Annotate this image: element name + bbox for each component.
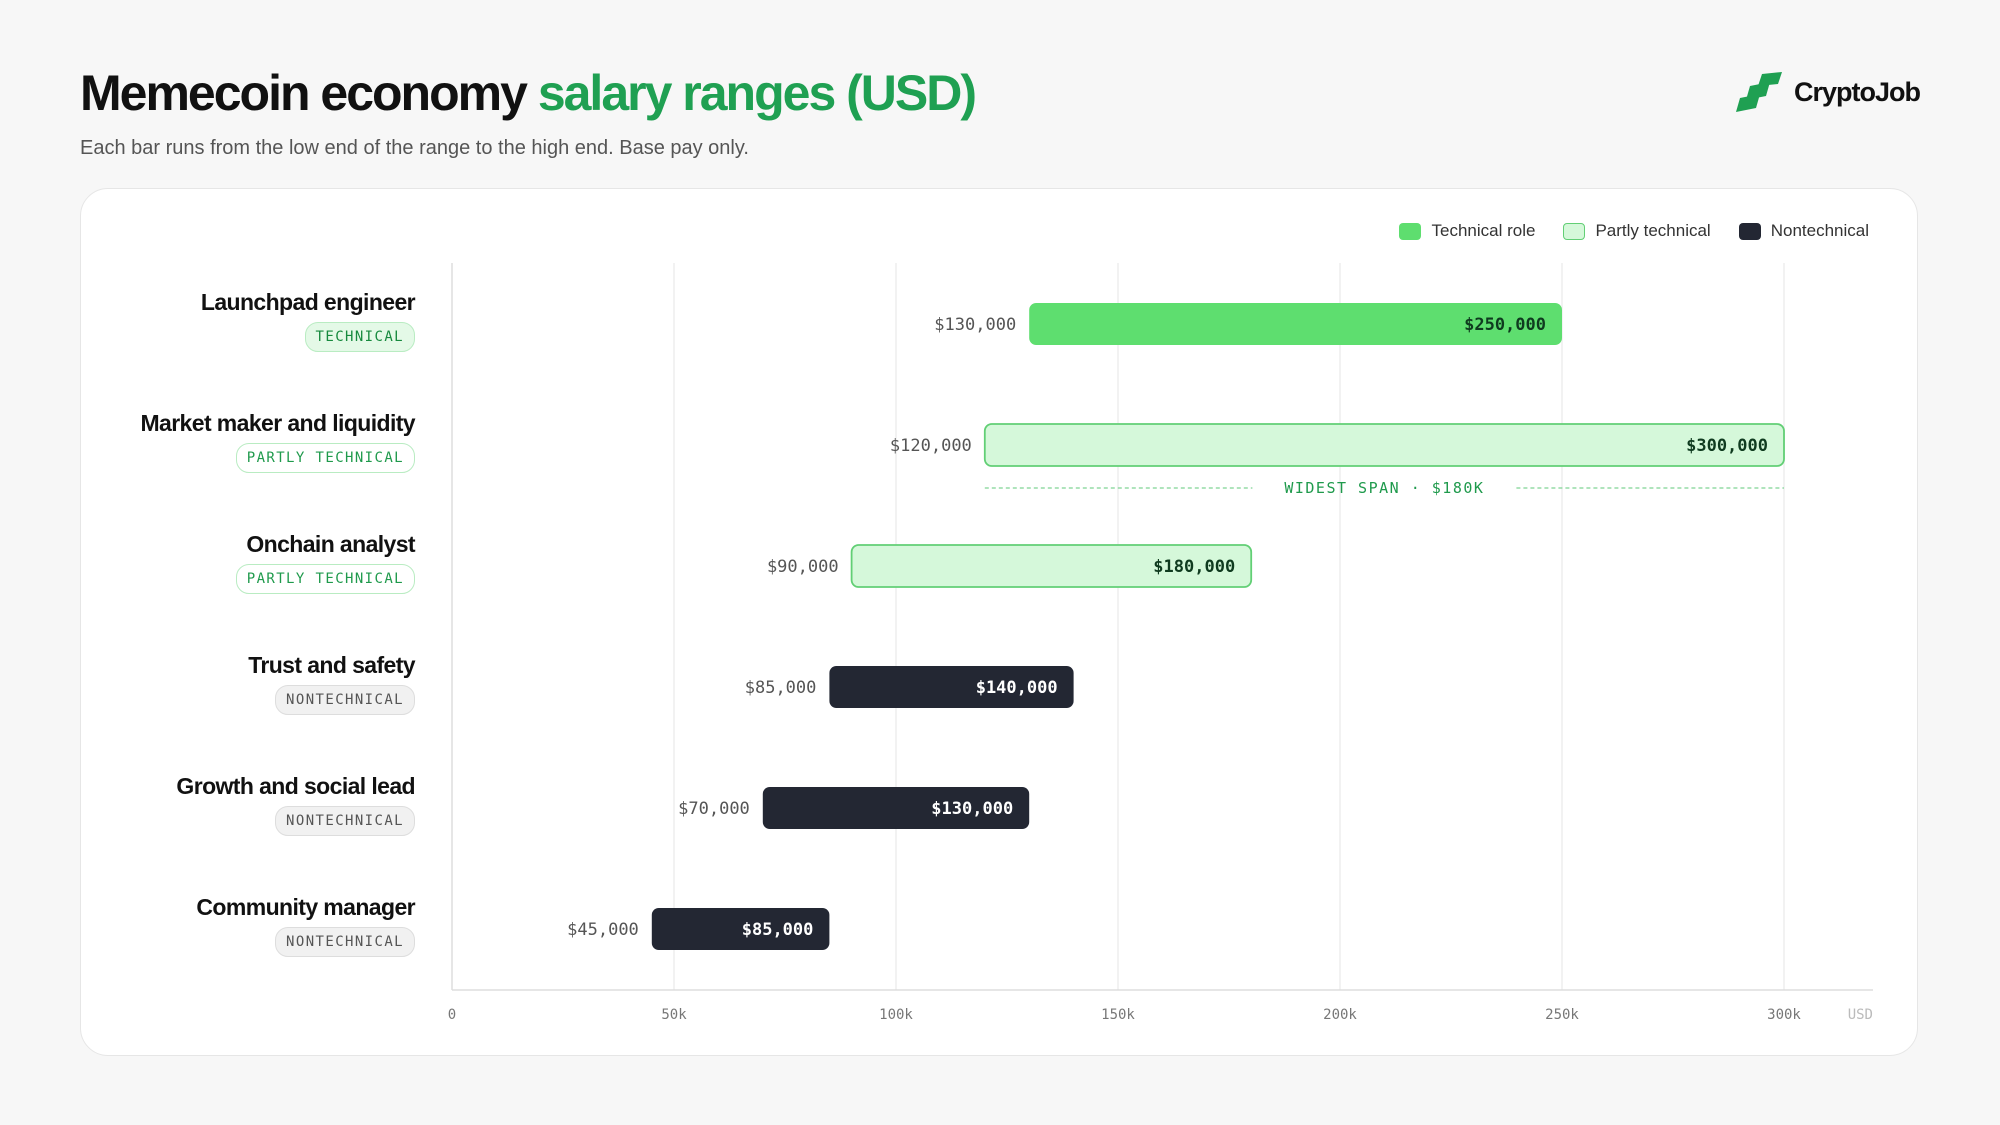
high-value-label: $140,000 [976, 678, 1058, 698]
legend-item-nontechnical: Nontechnical [1738, 221, 1869, 241]
legend-swatch-nontechnical [1738, 222, 1761, 240]
brand-name: CryptoJob [1794, 76, 1921, 107]
legend-label: Nontechnical [1770, 221, 1869, 240]
brand: CryptoJob [1736, 72, 1921, 112]
x-tick-label: 50k [661, 1007, 687, 1023]
annotation-label: WIDEST SPAN · $180K [1284, 479, 1484, 497]
range-bar-chart: 0 50k 100k 150k 200k 250k 300k USD $130,000 $250,… [448, 263, 1873, 1023]
high-value-label: $300,000 [1686, 436, 1768, 456]
role-label: Trust and safety NONTECHNICAL [248, 652, 416, 715]
range-bar [829, 666, 1074, 708]
low-value-label: $130,000 [934, 315, 1016, 335]
role-badge: NONTECHNICAL [275, 806, 415, 836]
legend: Technical role Partly technical Nontechn… [1399, 221, 1869, 241]
page-title: Memecoin economy salary ranges (USD) [80, 64, 977, 122]
role-label: Growth and social lead NONTECHNICAL [176, 773, 416, 836]
chart-card: Technical role Partly technical Nontechn… [80, 188, 1918, 1056]
role-label: Onchain analyst PARTLY TECHNICAL [235, 531, 416, 594]
role-badge: PARTLY TECHNICAL [235, 564, 415, 594]
legend-label: Technical role [1431, 221, 1536, 240]
role-badge: PARTLY TECHNICAL [235, 443, 415, 473]
role-label: Launchpad engineer TECHNICAL [200, 289, 416, 352]
title-accent: salary ranges (USD) [537, 65, 977, 121]
x-tick-label: 0 [448, 1007, 456, 1023]
role-name: Growth and social lead [176, 773, 415, 799]
role-label: Market maker and liquidity PARTLY TECHNIC… [140, 410, 416, 473]
role-badge: NONTECHNICAL [275, 685, 415, 715]
x-axis-unit: USD [1848, 1007, 1873, 1023]
range-bar [762, 787, 1030, 829]
x-tick-label: 200k [1323, 1007, 1357, 1023]
low-value-label: $85,000 [745, 678, 817, 698]
legend-label: Partly technical [1595, 221, 1711, 240]
high-value-label: $250,000 [1464, 315, 1546, 335]
x-tick-label: 250k [1545, 1007, 1579, 1023]
legend-item-partly: Partly technical [1563, 221, 1711, 241]
legend-swatch-technical [1399, 222, 1422, 240]
range-bar [651, 908, 830, 950]
high-value-label: $130,000 [931, 799, 1013, 819]
role-name: Onchain analyst [246, 531, 415, 557]
range-bar [983, 423, 1785, 467]
low-value-label: $120,000 [890, 436, 972, 456]
x-tick-label: 300k [1767, 1007, 1801, 1023]
legend-swatch-partly [1563, 222, 1586, 240]
role-name: Community manager [196, 894, 415, 920]
role-name: Launchpad engineer [200, 289, 416, 315]
role-badge: NONTECHNICAL [275, 927, 415, 957]
title-main: Memecoin economy [80, 65, 528, 121]
x-tick-label: 150k [1101, 1007, 1135, 1023]
legend-item-technical: Technical role [1399, 221, 1535, 241]
stacked-bars-logo-icon [1736, 72, 1782, 112]
page-subtitle: Each bar runs from the low end of the ra… [80, 137, 749, 159]
role-label: Community manager NONTECHNICAL [196, 894, 416, 957]
range-bar [850, 544, 1253, 588]
role-name: Market maker and liquidity [140, 410, 415, 436]
low-value-label: $90,000 [767, 557, 839, 577]
high-value-label: $85,000 [742, 920, 814, 940]
range-bar [1029, 303, 1562, 345]
role-badge: TECHNICAL [304, 322, 415, 352]
high-value-label: $180,000 [1153, 557, 1235, 577]
x-tick-label: 100k [879, 1007, 913, 1023]
low-value-label: $45,000 [567, 920, 639, 940]
low-value-label: $70,000 [678, 799, 750, 819]
role-name: Trust and safety [248, 652, 415, 678]
